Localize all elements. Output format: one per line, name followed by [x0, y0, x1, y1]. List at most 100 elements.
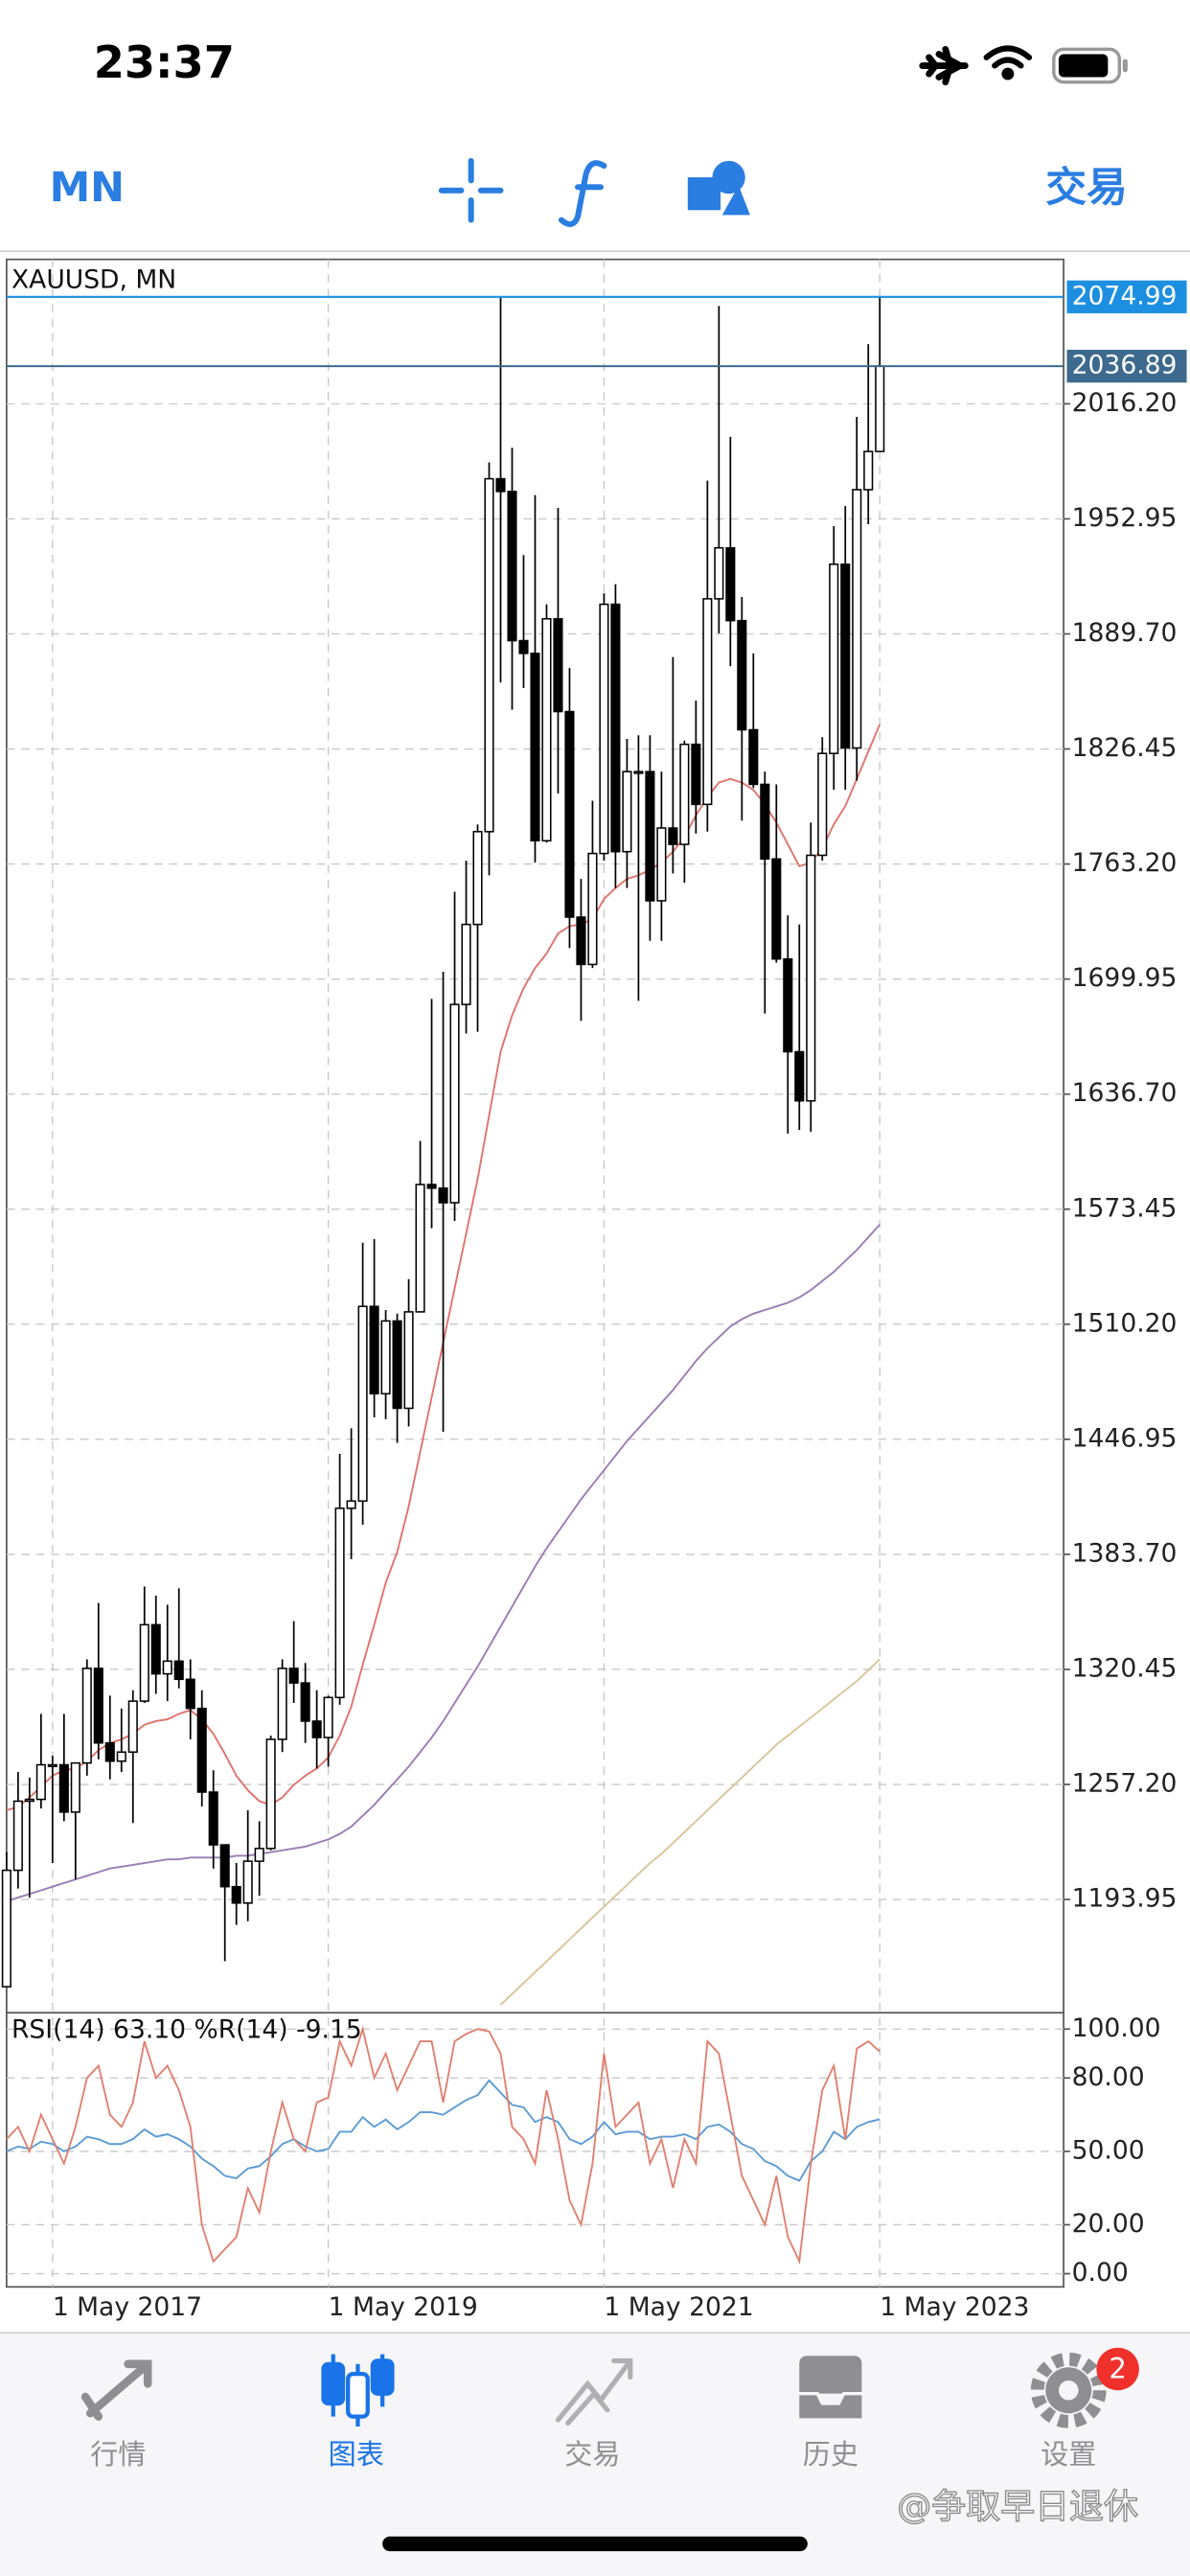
candle-body: [231, 1885, 241, 1904]
candle-body: [587, 852, 598, 966]
candle-body: [633, 770, 644, 774]
price-label-box: [1066, 280, 1187, 313]
trade-button[interactable]: 交易: [1045, 164, 1128, 212]
watermark: @争取早日退休: [897, 2488, 1138, 2527]
indicator-button[interactable]: [558, 160, 607, 227]
candle-body: [461, 923, 471, 1005]
tab-label[interactable]: 交易: [564, 2438, 620, 2471]
y-tick-label: 1889.70: [1072, 618, 1178, 648]
chart-tab-icon[interactable]: [321, 2354, 395, 2426]
price-label: 2074.99: [1072, 281, 1178, 310]
price-label: 2036.89: [1072, 351, 1178, 380]
quotes-icon[interactable]: [80, 2359, 152, 2421]
timeframe-button[interactable]: MN: [50, 164, 125, 212]
candle-body: [185, 1678, 195, 1710]
candle-body: [93, 1668, 103, 1744]
candle-body: [495, 477, 506, 493]
candle-body: [346, 1500, 356, 1509]
candle-body: [415, 1184, 425, 1313]
candle-body: [35, 1763, 46, 1801]
trade-tab-icon[interactable]: [555, 2358, 633, 2426]
tab-label[interactable]: 行情: [90, 2438, 146, 2471]
tab-label[interactable]: 历史: [803, 2438, 858, 2471]
y-tick-label: 20.00: [1072, 2209, 1145, 2239]
candle-body: [173, 1660, 184, 1681]
candle-body: [162, 1660, 172, 1675]
candle-body: [817, 752, 828, 857]
candle-body: [139, 1623, 149, 1702]
candle-body: [208, 1791, 218, 1846]
candle-body: [334, 1507, 345, 1699]
y-tick-label: 1510.20: [1072, 1308, 1178, 1338]
candle-body: [599, 603, 609, 855]
candle-body: [449, 1003, 460, 1204]
y-tick-label: 1763.20: [1072, 848, 1178, 878]
chart-title: XAUUSD, MN: [11, 264, 176, 294]
candle-body: [541, 617, 552, 842]
price-label-box: [1066, 349, 1187, 383]
candle-body: [265, 1738, 276, 1850]
y-tick-label: 1446.95: [1072, 1423, 1178, 1453]
y-tick-label: 1952.95: [1072, 503, 1178, 533]
candle-body: [714, 546, 724, 600]
x-tick-label: 1 May 2019: [329, 2292, 478, 2322]
indicator-line: [6, 2025, 881, 2266]
y-tick-label: 100.00: [1072, 2013, 1161, 2043]
candle-body: [403, 1311, 414, 1410]
candle-body: [254, 1848, 264, 1862]
candle-body: [564, 710, 575, 918]
tab-label[interactable]: 图表: [329, 2438, 384, 2471]
candle-body: [380, 1320, 391, 1395]
candle-body: [875, 365, 885, 452]
candle-body: [691, 743, 701, 806]
candle-body: [24, 1798, 34, 1803]
candle-body: [760, 783, 770, 861]
moving-average-line: [6, 1224, 881, 1902]
candle-body: [829, 564, 839, 754]
candle-body: [369, 1305, 379, 1395]
candle-body: [656, 827, 667, 902]
candle-body: [668, 827, 678, 845]
indicator-title: RSI(14) 63.10 %R(14) -9.15: [11, 2015, 362, 2045]
y-tick-label: 1193.95: [1072, 1884, 1178, 1914]
candle-body: [242, 1860, 253, 1904]
crosshair-button[interactable]: [438, 157, 504, 223]
y-tick-label: 1826.45: [1072, 733, 1178, 763]
y-tick-label: 2016.20: [1072, 388, 1178, 418]
battery-icon: [1052, 47, 1128, 84]
candle-body: [58, 1763, 69, 1813]
wifi-icon: [983, 45, 1033, 80]
y-tick-label: 1699.95: [1072, 963, 1178, 993]
candle-body: [771, 858, 782, 960]
candle-body: [392, 1320, 402, 1410]
candle-body: [426, 1184, 437, 1189]
chart-frame: [6, 258, 1064, 2288]
y-tick-label: 1636.70: [1072, 1078, 1178, 1108]
tab-label[interactable]: 设置: [1041, 2438, 1096, 2471]
candle-body: [622, 770, 632, 853]
tab-labels: 行情 图表 交易 历史 设置: [90, 2438, 1096, 2471]
home-indicator: [382, 2536, 808, 2552]
candle-body: [737, 619, 747, 731]
candle-body: [507, 491, 517, 642]
candle-body: [116, 1751, 126, 1762]
candle-body: [748, 728, 759, 786]
settings-tab-icon[interactable]: [1030, 2352, 1107, 2428]
x-tick-label: 1 May 2021: [604, 2292, 753, 2322]
objects-button[interactable]: [687, 160, 750, 216]
settings-badge: [1096, 2347, 1139, 2391]
history-tab-icon[interactable]: [795, 2352, 865, 2422]
candle-body: [311, 1720, 322, 1738]
candle-body: [438, 1187, 448, 1204]
candle-body: [357, 1305, 368, 1503]
moving-average-line: [499, 1658, 881, 2006]
candle-body: [288, 1668, 299, 1684]
candle-body: [783, 957, 793, 1053]
candle-body: [806, 854, 816, 1102]
candle-body: [1, 1869, 11, 1988]
candle-body: [725, 546, 736, 622]
candle-body: [794, 1050, 805, 1102]
candle-body: [196, 1707, 207, 1793]
